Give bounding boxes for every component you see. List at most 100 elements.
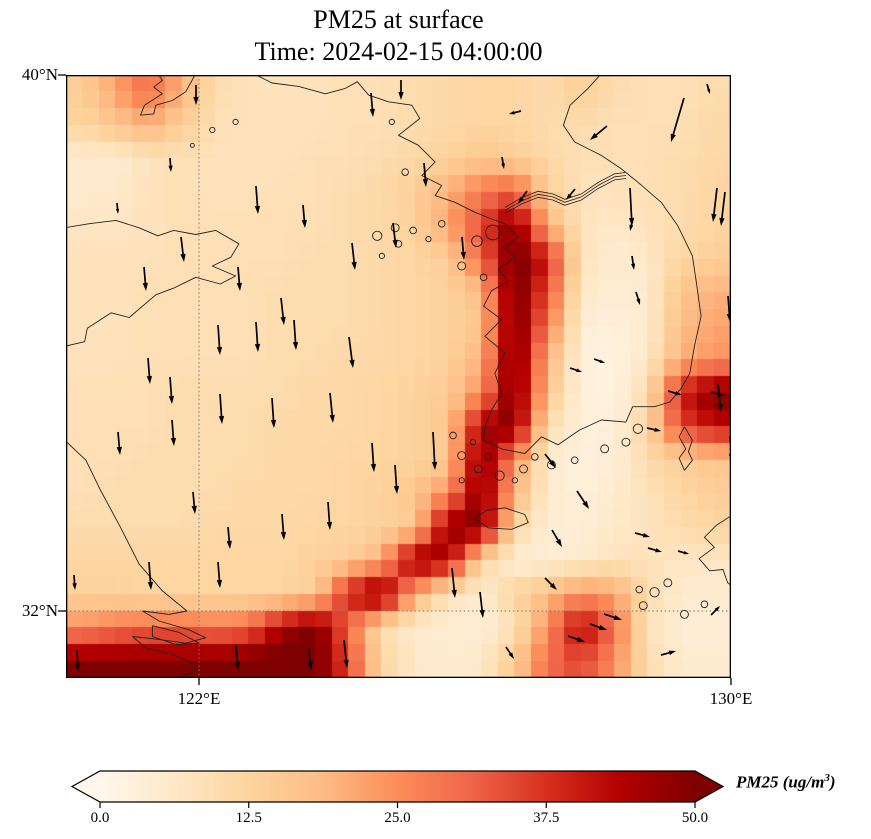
island — [621, 437, 631, 447]
island — [232, 118, 239, 126]
wind-arrow-shaft — [713, 187, 718, 215]
wind-arrow-shaft — [569, 188, 576, 196]
wind-arrow-head — [216, 346, 223, 355]
wind-arrow-shaft — [394, 464, 398, 487]
coastline — [140, 75, 196, 116]
pm25-heatmap — [66, 75, 731, 678]
wind-arrow-head — [675, 391, 682, 396]
island — [409, 226, 417, 235]
wind-arrow-shaft — [423, 162, 427, 180]
island — [473, 464, 483, 474]
wind-arrow-shaft — [672, 97, 685, 135]
wind-arrow-shaft — [169, 376, 173, 397]
wind-arrow-head — [193, 97, 199, 105]
colorbar-tick-label: 0.0 — [90, 810, 110, 826]
island — [570, 456, 579, 465]
colorbar — [70, 770, 725, 808]
wind-arrow-head — [115, 208, 120, 214]
island — [390, 223, 400, 233]
wind-arrow-head — [451, 589, 457, 598]
river — [504, 178, 626, 214]
wind-arrow-head — [509, 110, 515, 115]
island — [437, 219, 446, 228]
wind-arrow-shaft — [271, 397, 275, 421]
coastline — [678, 426, 693, 471]
wind-arrow-head — [292, 341, 299, 350]
figure-title-block: PM25 at surface Time: 2024-02-15 04:00:0… — [66, 4, 731, 68]
island — [511, 477, 518, 484]
wind-arrow-head — [714, 606, 720, 612]
island — [479, 273, 488, 282]
wind-arrow-head — [613, 614, 622, 620]
wind-arrow-shaft — [255, 321, 259, 345]
wind-arrow-shaft — [501, 156, 504, 164]
map-overlay — [66, 75, 731, 678]
wind-arrow-head — [566, 193, 572, 200]
island — [471, 235, 483, 247]
wind-arrow-shaft — [505, 646, 512, 655]
coastline — [698, 515, 731, 586]
y-tick-label: 32°N — [21, 601, 58, 620]
wind-arrow-shaft — [219, 393, 223, 417]
wind-arrow-head — [460, 251, 466, 260]
island — [663, 578, 673, 588]
wind-arrow-head — [349, 359, 355, 368]
river — [504, 175, 626, 211]
island — [680, 609, 689, 619]
x-tick-label: 122°E — [177, 689, 221, 708]
wind-arrow-shaft — [217, 561, 221, 581]
island — [457, 261, 467, 271]
colorbar-tick-label: 12.5 — [235, 810, 262, 826]
island — [494, 470, 505, 481]
wind-arrow-shaft — [634, 532, 644, 537]
wind-arrow-shaft — [710, 391, 719, 396]
wind-arrow-shaft — [147, 357, 151, 377]
wind-arrow-shaft — [235, 644, 239, 663]
coastline — [474, 507, 529, 530]
island — [449, 431, 457, 440]
wind-arrow-head — [180, 253, 186, 262]
wind-arrow-head — [590, 132, 598, 140]
colorbar-tick-label: 25.0 — [384, 810, 411, 826]
wind-arrow-shaft — [595, 125, 608, 136]
wind-arrow-head — [301, 219, 307, 228]
wind-arrow-head — [168, 165, 173, 172]
plot-subtitle-time: Time: 2024-02-15 04:00:00 — [254, 37, 543, 66]
wind-arrow-shaft — [327, 501, 331, 523]
wind-arrow-head — [234, 661, 240, 670]
wind-arrow-head — [329, 414, 335, 423]
wind-arrow-shaft — [371, 442, 375, 465]
wind-arrow-shaft — [117, 431, 121, 448]
river — [504, 172, 626, 208]
wind-arrow-shaft — [646, 427, 655, 431]
map-axes — [66, 75, 731, 678]
wind-arrow-shaft — [667, 390, 676, 395]
wind-arrow-head — [654, 427, 661, 432]
wind-arrow-shaft — [348, 336, 353, 361]
wind-arrow-head — [598, 624, 607, 630]
wind-arrow-head — [576, 636, 585, 642]
wind-arrow-head — [548, 460, 556, 468]
coastline — [255, 75, 702, 454]
wind-arrow-shaft — [521, 190, 528, 199]
wind-arrow-head — [719, 217, 725, 226]
wind-arrow-shaft — [677, 550, 685, 554]
wind-arrow-head — [307, 661, 313, 670]
wind-arrow-head — [555, 538, 562, 547]
island — [401, 168, 409, 176]
wind-arrow-shaft — [544, 577, 553, 586]
wind-arrow-shaft — [631, 255, 634, 264]
wind-arrow-head — [711, 213, 717, 222]
wind-arrow-head — [72, 583, 77, 590]
wind-arrow-shaft — [255, 185, 259, 207]
wind-arrow-head — [369, 108, 375, 117]
island — [638, 601, 648, 611]
wind-arrow-head — [254, 205, 261, 214]
wind-arrow-shaft — [171, 419, 175, 439]
wind-arrow-head — [326, 521, 333, 530]
wind-arrow-shaft — [544, 453, 552, 463]
wind-arrow-shaft — [647, 547, 656, 552]
colorbar-label-text: PM25 (ug/m — [736, 772, 825, 792]
plot-title: PM25 at surface — [313, 5, 484, 34]
wind-arrow-shaft — [660, 651, 670, 656]
